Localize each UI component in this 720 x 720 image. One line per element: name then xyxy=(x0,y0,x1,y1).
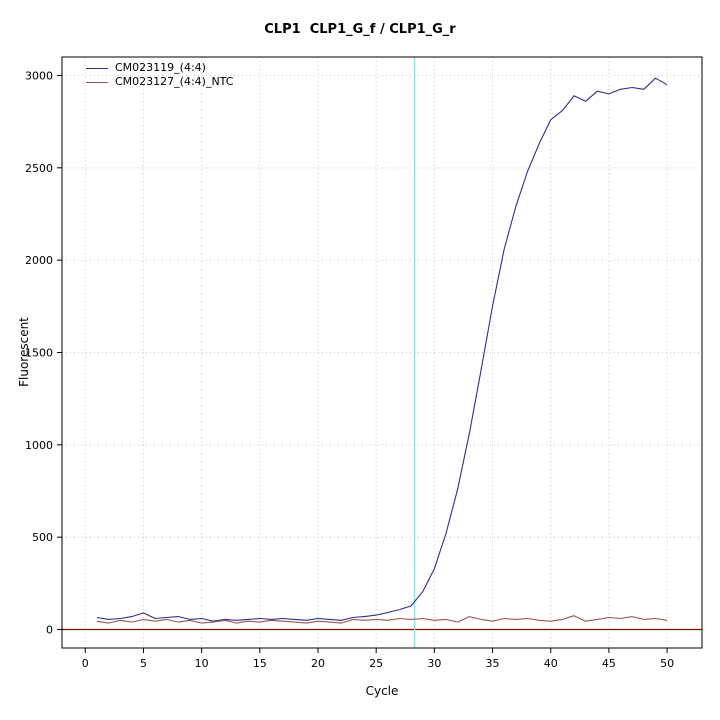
series-line-0 xyxy=(96,77,668,622)
chart-title: CLP1 CLP1_G_f / CLP1_G_r xyxy=(264,22,456,37)
x-tick-label: 20 xyxy=(311,657,325,670)
y-tick-label: 0 xyxy=(46,624,53,637)
x-tick-label: 0 xyxy=(82,657,89,670)
legend-line-ntc-icon xyxy=(86,81,108,83)
x-tick-label: 50 xyxy=(660,657,674,670)
legend: CM023119_(4:4) CM023127_(4:4)_NTC xyxy=(86,61,233,89)
legend-label-sample: CM023119_(4:4) xyxy=(115,61,206,74)
x-tick-label: 45 xyxy=(602,657,616,670)
y-tick-label: 1500 xyxy=(25,347,53,360)
x-tick-label: 40 xyxy=(544,657,558,670)
x-tick-label: 10 xyxy=(195,657,209,670)
legend-item-sample: CM023119_(4:4) xyxy=(86,61,233,75)
legend-item-ntc: CM023127_(4:4)_NTC xyxy=(86,75,233,89)
x-tick-label: 35 xyxy=(486,657,500,670)
y-tick-label: 2500 xyxy=(25,162,53,175)
y-tick-label: 2000 xyxy=(25,254,53,267)
y-tick-label: 3000 xyxy=(25,69,53,82)
x-tick-label: 15 xyxy=(253,657,267,670)
x-tick-label: 5 xyxy=(140,657,147,670)
legend-line-sample-icon xyxy=(86,67,108,69)
x-tick-label: 25 xyxy=(369,657,383,670)
y-tick-label: 1000 xyxy=(25,439,53,452)
series-line-1 xyxy=(96,615,668,624)
x-axis-label: Cycle xyxy=(365,684,399,698)
y-tick-label: 500 xyxy=(32,531,53,544)
x-tick-label: 30 xyxy=(427,657,441,670)
legend-label-ntc: CM023127_(4:4)_NTC xyxy=(115,75,234,88)
